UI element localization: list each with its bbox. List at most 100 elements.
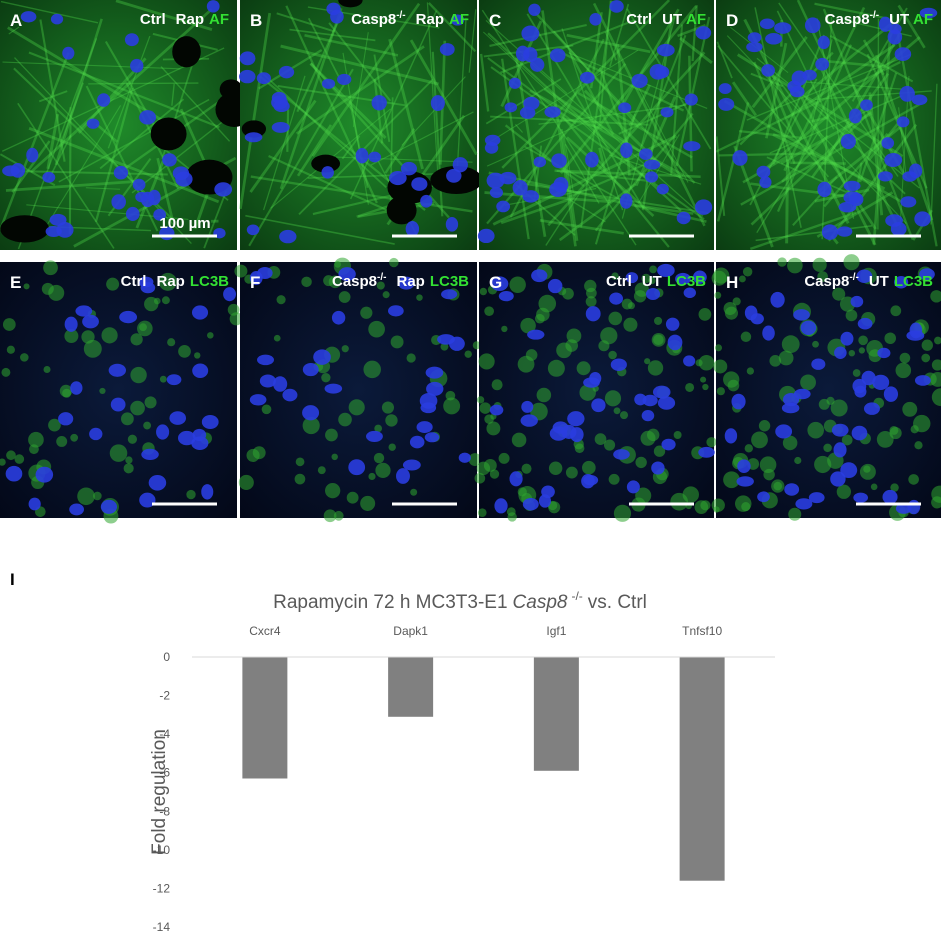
nucleus (620, 142, 633, 159)
panel-condition: Casp8-/- Rap AF (351, 10, 469, 28)
nucleus (585, 151, 599, 168)
fiber (560, 129, 579, 242)
speck (109, 444, 128, 462)
fiber (94, 87, 134, 223)
fiber (599, 0, 612, 123)
speck (613, 407, 621, 415)
panel-letter: C (489, 11, 501, 30)
speck (158, 272, 177, 291)
nucleus (609, 292, 623, 305)
fiber (715, 136, 726, 216)
nucleus (883, 386, 899, 402)
panel-condition: Ctrl UT LC3B (606, 273, 706, 290)
fiber (777, 78, 821, 137)
fiber (0, 52, 70, 231)
speck (479, 402, 491, 414)
panel-letter: F (250, 273, 260, 292)
nucleus (523, 96, 540, 111)
panel-condition: Ctrl Rap LC3B (121, 273, 230, 290)
gap (241, 120, 267, 138)
speck (716, 387, 725, 396)
fiber (54, 18, 103, 166)
nucleus (520, 414, 538, 427)
nucleus (321, 166, 334, 179)
fiber (500, 197, 572, 225)
speck (700, 376, 707, 383)
fiber (309, 62, 387, 139)
panel-condition: Ctrl Rap AF (140, 11, 229, 28)
fiber (30, 8, 213, 173)
genotype: Casp8 (332, 273, 377, 290)
fiber (481, 9, 637, 246)
nucleus (817, 35, 830, 50)
fiber (388, 38, 424, 170)
nucleus (426, 381, 444, 396)
nucleus (579, 71, 595, 84)
fiber (739, 129, 803, 139)
speck (0, 458, 6, 466)
nucleus (302, 405, 320, 421)
speck (603, 439, 616, 451)
nucleus (56, 222, 74, 238)
fiber (637, 134, 680, 204)
gap (172, 36, 201, 68)
speck (521, 463, 532, 474)
nucleus (831, 423, 849, 437)
fiber (485, 49, 639, 145)
nucleus (130, 58, 144, 73)
fiber (749, 211, 857, 251)
fiber (547, 51, 706, 227)
fiber (541, 10, 577, 247)
nucleus (246, 224, 260, 236)
speck (586, 287, 597, 299)
speck (130, 366, 147, 384)
nucleus (746, 41, 763, 53)
speck (685, 382, 695, 392)
speck (120, 412, 134, 426)
nucleus (793, 309, 810, 321)
fiber (486, 113, 604, 167)
speck (509, 276, 526, 294)
fiber (566, 136, 655, 217)
speck (478, 353, 495, 370)
speck (390, 335, 404, 349)
nucleus (544, 106, 561, 118)
speck (787, 257, 803, 274)
nucleus (770, 291, 785, 308)
speck (20, 353, 29, 362)
gap (338, 0, 363, 8)
nucleus (494, 498, 508, 514)
fiber (897, 4, 926, 49)
speck (782, 435, 798, 451)
nucleus (639, 148, 653, 160)
nucleus (337, 73, 352, 86)
nucleus (585, 306, 601, 322)
speck (742, 267, 753, 277)
treatment: UT (869, 273, 889, 290)
nucleus (856, 269, 873, 284)
treatment: Rap (176, 11, 204, 28)
treatment: UT (889, 11, 909, 28)
speck (769, 354, 782, 367)
fiber (298, 78, 434, 216)
fiber (68, 107, 72, 235)
speck (443, 397, 461, 415)
speck (832, 287, 846, 301)
nucleus (887, 29, 903, 45)
speck (29, 444, 39, 455)
fiber (370, 111, 474, 166)
fiber (250, 175, 473, 213)
speck (317, 466, 326, 475)
fiber (296, 124, 333, 177)
speck (653, 445, 666, 457)
speck (812, 340, 819, 348)
speck (778, 350, 794, 366)
fiber (822, 8, 914, 240)
fiber (769, 94, 903, 154)
category-label: Cxcr4 (249, 624, 281, 638)
speck (608, 311, 623, 326)
speck (738, 275, 746, 283)
fiber (765, 42, 788, 139)
nucleus (409, 435, 425, 449)
speck (489, 469, 500, 479)
